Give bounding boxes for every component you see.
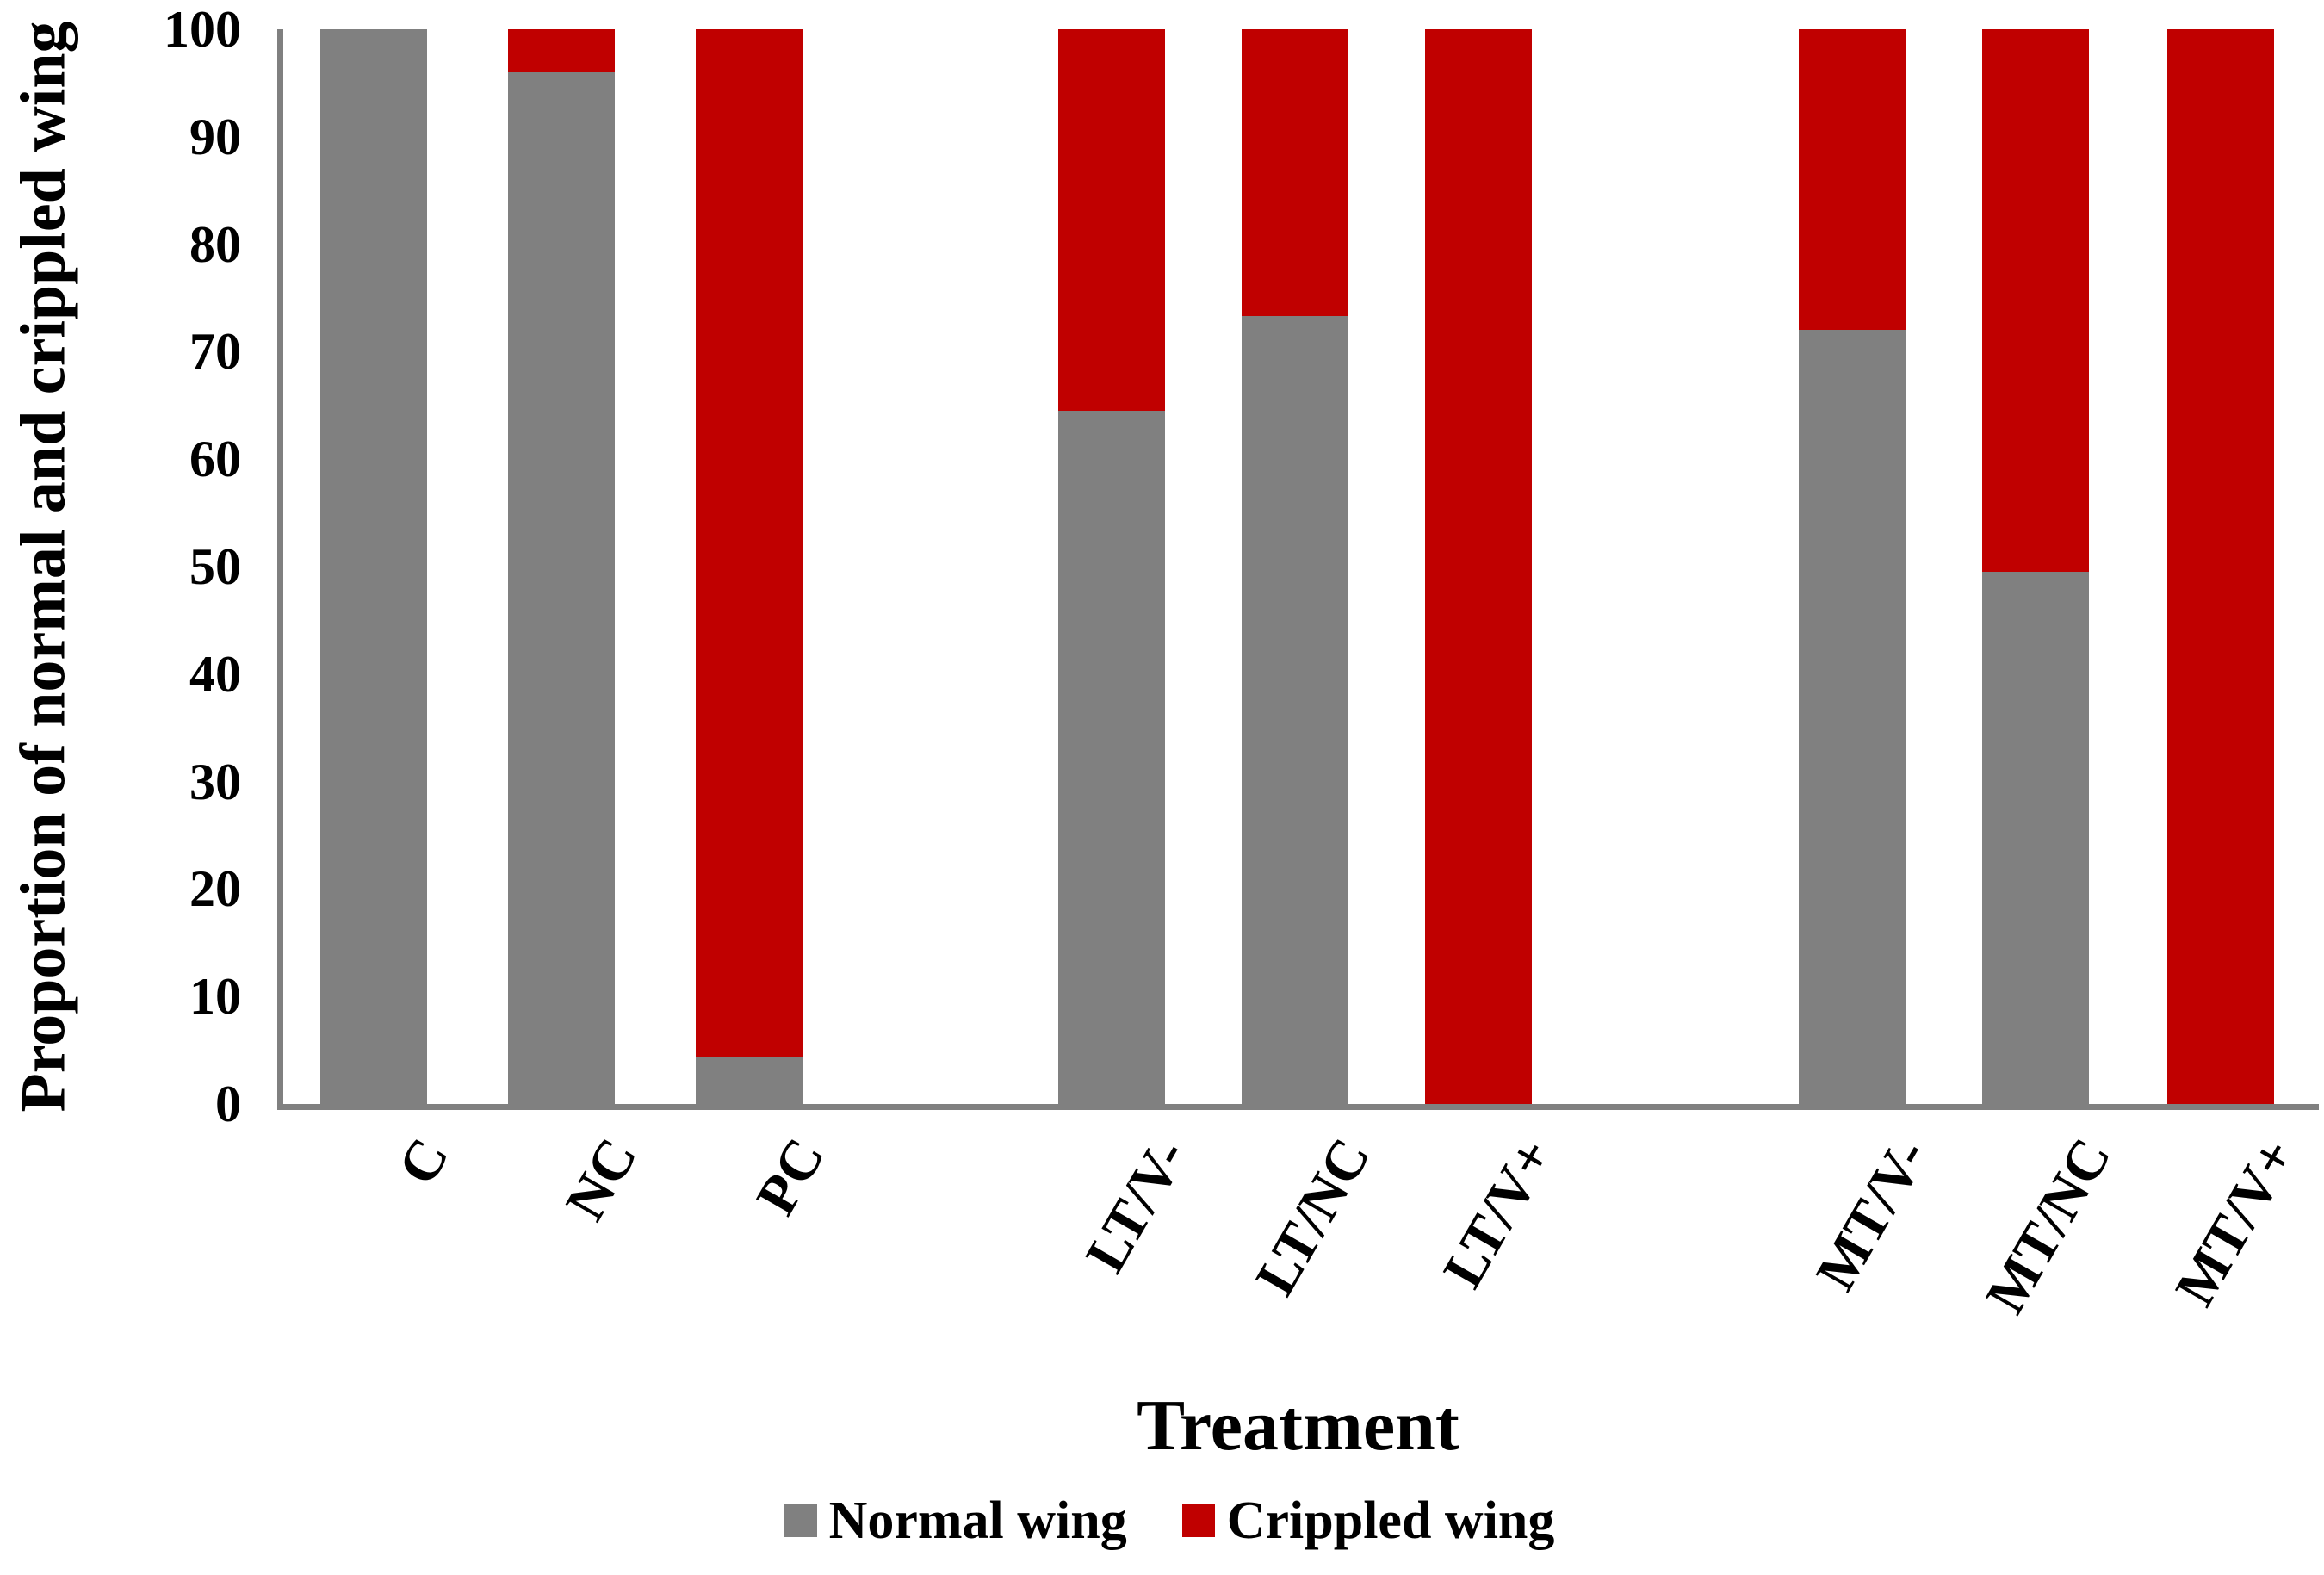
bar-mt-v-crippled-segment (2167, 29, 2274, 1104)
bar-pc-crippled-segment (696, 29, 803, 1057)
x-tick-label-mt-nc: MT/NC (1974, 1128, 2123, 1324)
bar-nc (508, 29, 615, 1104)
x-tick-label-c: C (386, 1128, 462, 1195)
y-tick-label-80: 80 (189, 215, 241, 273)
y-tick-label-60: 60 (189, 431, 241, 488)
y-tick-label-20: 20 (189, 860, 241, 918)
bar-lt-v (1058, 29, 1165, 1104)
bar-pc (696, 29, 803, 1104)
bar-nc-crippled-segment (508, 29, 615, 72)
y-tick-label-30: 30 (189, 753, 241, 810)
x-tick-label-lt-nc: LT/NC (1243, 1128, 1383, 1305)
x-tick-label-mt-v: MT/V+ (2163, 1128, 2309, 1317)
x-tick-label-lt-v: LT/V+ (1431, 1128, 1566, 1299)
bar-c-normal-segment (320, 29, 427, 1104)
y-tick-label-0: 0 (215, 1076, 241, 1132)
legend-item-crippled-wing: Crippled wing (1181, 1491, 1555, 1550)
bar-lt-v-crippled-segment (1058, 29, 1165, 412)
bar-mt-v (2167, 29, 2274, 1104)
legend-swatch-crippled-wing (1181, 1504, 1215, 1537)
bar-lt-v-normal-segment (1058, 411, 1165, 1104)
x-axis-line (277, 1104, 2319, 1110)
bar-mt-v-normal-segment (1799, 330, 1906, 1104)
bar-c (320, 29, 427, 1104)
legend-item-normal-wing: Normal wing (784, 1494, 1127, 1547)
x-tick-label-mt-v: MT/V- (1803, 1128, 1940, 1301)
x-axis-title: Treatment (277, 1390, 2319, 1462)
bar-mt-v-crippled-segment (1799, 29, 1906, 331)
bar-lt-nc-normal-segment (1242, 316, 1348, 1104)
x-tick-label-nc: NC (553, 1128, 649, 1231)
bar-lt-v-crippled-segment (1425, 29, 1532, 1104)
legend-label-normal-wing: Normal wing (828, 1491, 1127, 1550)
legend: Normal wing Crippled wing (15, 1494, 2324, 1547)
bar-mt-v (1799, 29, 1906, 1104)
x-tick-label-lt-v: LT/V- (1073, 1128, 1199, 1283)
y-tick-label-90: 90 (189, 108, 241, 165)
bar-nc-normal-segment (508, 71, 615, 1104)
y-tick-label-40: 40 (189, 645, 241, 703)
bar-lt-v (1425, 29, 1532, 1104)
x-axis-title-text: Treatment (1137, 1386, 1459, 1466)
bar-pc-normal-segment (696, 1057, 803, 1104)
x-tick-label-pc: PC (744, 1128, 837, 1225)
bar-lt-nc-crippled-segment (1242, 29, 1348, 317)
legend-swatch-normal-wing (784, 1504, 817, 1537)
bar-mt-nc-crippled-segment (1982, 29, 2089, 573)
legend-label-crippled-wing: Crippled wing (1226, 1491, 1555, 1550)
bar-mt-nc-normal-segment (1982, 572, 2089, 1104)
y-tick-label-70: 70 (189, 323, 241, 381)
y-tick-label-100: 100 (164, 1, 241, 58)
y-axis-tick-labels: 0 10 20 30 40 50 60 70 80 90 100 (0, 0, 241, 1575)
plot-area (277, 29, 2319, 1110)
y-tick-label-50: 50 (189, 538, 241, 595)
y-tick-label-10: 10 (189, 968, 241, 1026)
bar-lt-nc (1242, 29, 1348, 1104)
y-axis-line (277, 29, 283, 1110)
bar-mt-nc (1982, 29, 2089, 1104)
